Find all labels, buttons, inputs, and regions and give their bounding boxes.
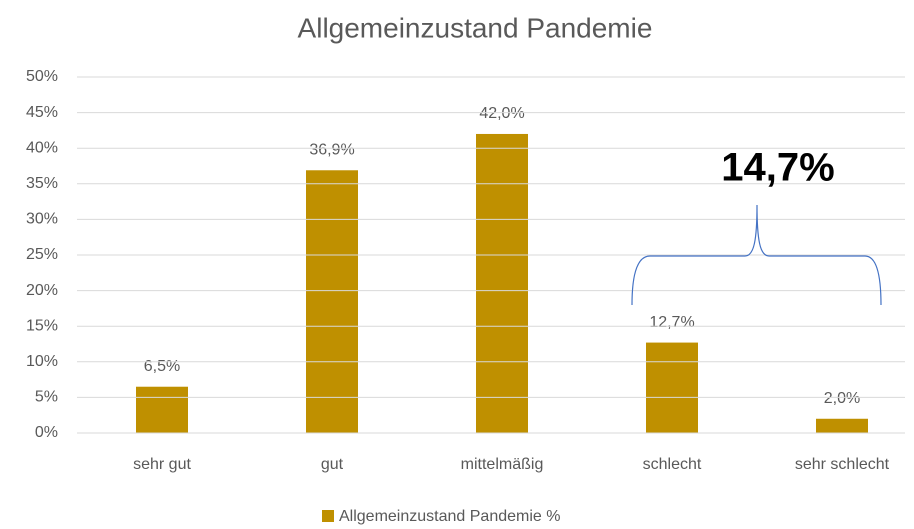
x-tick-label: gut [321, 456, 344, 473]
bar [136, 386, 188, 433]
y-tick-label: 5% [35, 389, 58, 406]
y-tick-label: 30% [26, 211, 58, 228]
y-tick-label: 0% [35, 424, 58, 441]
brace [631, 204, 882, 306]
x-tick-label: sehr gut [133, 456, 191, 473]
y-tick-label: 20% [26, 282, 58, 299]
y-tick-label: 50% [26, 68, 58, 85]
chart-title: Allgemeinzustand Pandemie [298, 12, 653, 43]
annotation: 14,7% [721, 146, 834, 190]
y-tick-label: 10% [26, 353, 58, 370]
x-tick-label: schlecht [643, 456, 702, 473]
y-tick-label: 35% [26, 175, 58, 192]
y-tick-label: 15% [26, 317, 58, 334]
legend-swatch [322, 510, 334, 522]
y-tick-label: 45% [26, 104, 58, 121]
x-tick-label: mittelmäßig [461, 456, 544, 473]
bar [306, 170, 358, 433]
bar [476, 133, 528, 433]
y-tick-label: 40% [26, 139, 58, 156]
bar [816, 418, 868, 433]
data-label: 42,0% [479, 105, 524, 122]
x-tick-label: sehr schlecht [795, 456, 890, 473]
data-label: 12,7% [649, 314, 694, 331]
data-label: 36,9% [309, 141, 354, 158]
legend-label: Allgemeinzustand Pandemie % [339, 508, 560, 525]
bar [646, 342, 698, 433]
data-label: 2,0% [824, 390, 860, 407]
y-tick-label: 25% [26, 246, 58, 263]
data-label: 6,5% [144, 358, 180, 375]
